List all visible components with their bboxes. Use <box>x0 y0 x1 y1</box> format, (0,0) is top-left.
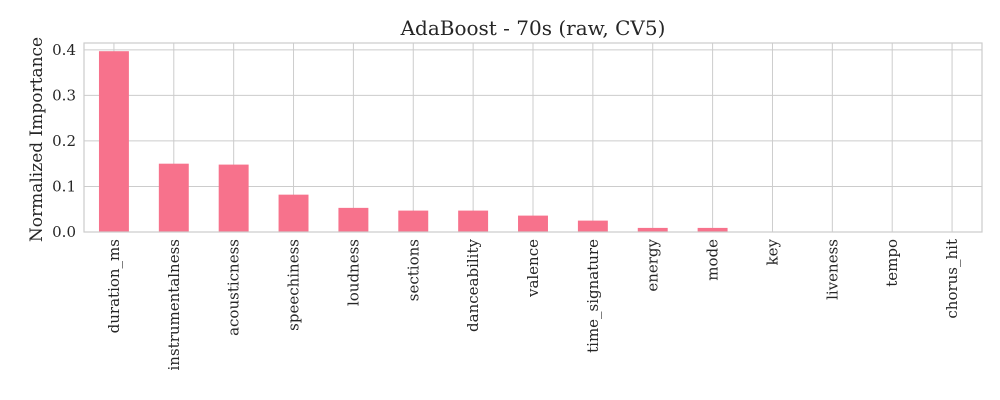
x-tick-label: acousticness <box>225 239 243 336</box>
x-tick-label: sections <box>404 239 422 301</box>
x-tick-label: time_signature <box>584 239 602 353</box>
bar <box>637 227 668 232</box>
x-tick-label: instrumentalness <box>165 239 183 370</box>
x-tick-label: tempo <box>883 239 901 287</box>
chart-title: AdaBoost - 70s (raw, CV5) <box>400 16 666 40</box>
x-tick-label: key <box>763 238 781 265</box>
x-tick-label: danceability <box>464 238 482 331</box>
y-tick-label: 0.0 <box>52 223 76 241</box>
x-tick-label: mode <box>704 239 722 281</box>
x-tick-label: loudness <box>344 239 362 306</box>
y-ticks: 0.0 0.1 0.2 0.3 0.4 <box>52 41 76 241</box>
bar <box>398 210 429 232</box>
bar <box>338 207 369 232</box>
bar <box>218 164 249 232</box>
bar <box>458 210 489 232</box>
bar <box>697 227 728 232</box>
y-tick-label: 0.4 <box>52 41 76 59</box>
bar <box>278 194 309 232</box>
bar <box>158 163 189 232</box>
y-tick-label: 0.3 <box>52 86 76 104</box>
x-tick-label: speechiness <box>285 239 303 331</box>
bar <box>518 215 548 232</box>
x-ticks: duration_ms instrumentalness acousticness s… <box>105 238 961 370</box>
x-tick-label: liveness <box>823 239 841 300</box>
plot-frame <box>83 42 983 233</box>
bar <box>98 51 129 233</box>
bars <box>98 51 728 233</box>
x-tick-label: chorus_hit <box>943 239 961 319</box>
y-tick-label: 0.2 <box>52 132 76 150</box>
x-tick-label: duration_ms <box>105 239 123 333</box>
x-tick-label: valence <box>524 239 542 298</box>
x-tick-label: energy <box>644 238 662 291</box>
bar <box>577 220 608 232</box>
y-tick-label: 0.1 <box>52 177 76 195</box>
y-axis-label: Normalized Importance <box>27 37 47 242</box>
